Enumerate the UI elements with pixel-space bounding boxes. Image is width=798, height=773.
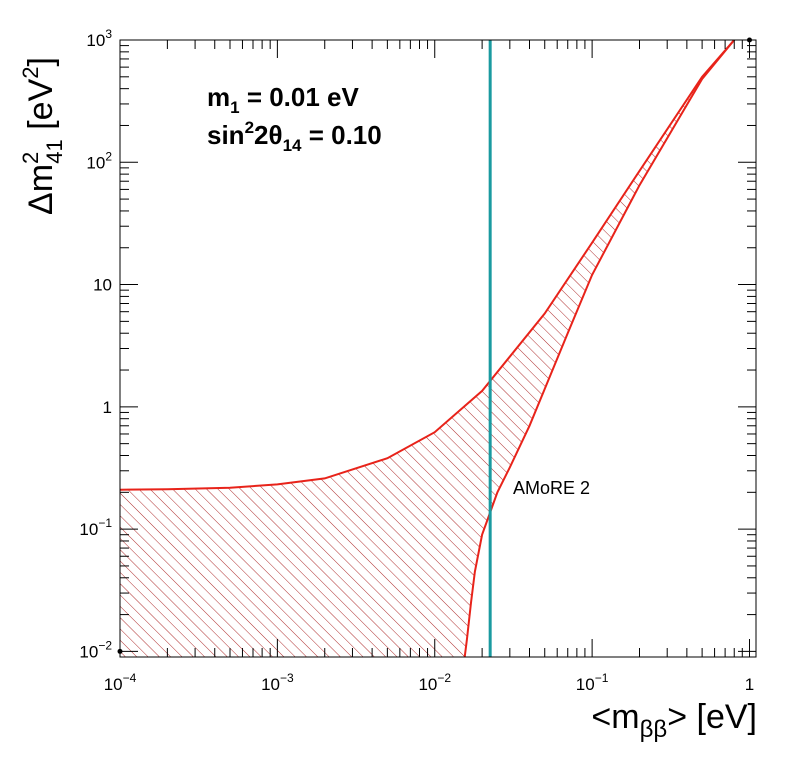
y-tick-label: 102 xyxy=(86,149,112,172)
annotation-m1: m1 = 0.01 eV xyxy=(207,82,360,117)
x-axis-title: <mββ> [eV] xyxy=(591,698,757,743)
x-tick-label: 10−2 xyxy=(418,671,451,694)
x-axis-ticks: 10−4 10−3 10−2 10−1 1 xyxy=(104,40,754,694)
x-tick-label: 10−3 xyxy=(261,671,294,694)
y-tick-label: 1 xyxy=(103,398,112,417)
upper-boundary-line xyxy=(120,40,735,491)
data-marker xyxy=(117,648,123,654)
y-tick-label: 10−2 xyxy=(79,638,112,661)
y-tick-label: 103 xyxy=(86,27,112,50)
annotation-sin2theta: sin22θ14 = 0.10 xyxy=(207,118,382,155)
excluded-region-fill xyxy=(120,40,735,657)
data-marker xyxy=(746,37,752,43)
x-tick-label: 1 xyxy=(745,675,754,694)
y-tick-label: 10 xyxy=(93,276,112,295)
lower-boundary-line xyxy=(463,40,735,657)
y-tick-label: 10−1 xyxy=(79,516,112,539)
corner-markers xyxy=(117,37,752,654)
x-tick-label: 10−4 xyxy=(104,671,137,694)
amore2-label: AMoRE 2 xyxy=(513,478,590,498)
y-axis-ticks: 10−2 10−1 1 10 102 103 xyxy=(79,27,756,661)
x-tick-label: 10−1 xyxy=(576,671,609,694)
y-axis-title: Δm241 [eV2] xyxy=(18,57,67,215)
